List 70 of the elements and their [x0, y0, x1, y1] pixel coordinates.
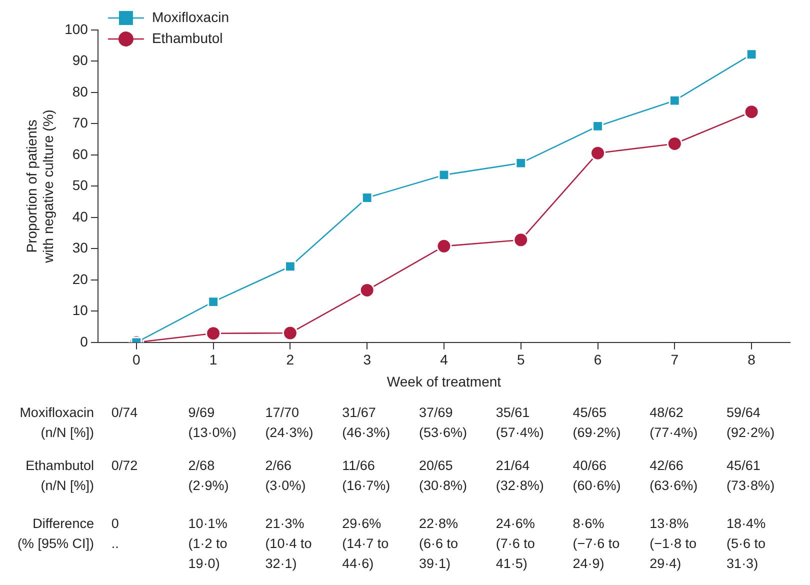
text: 9/69 (13·0%)	[188, 404, 238, 442]
text: 17/70 (24·3%)	[265, 404, 314, 442]
point	[436, 238, 452, 254]
point	[515, 157, 527, 169]
text: 0/74	[111, 404, 139, 422]
text: 2/66 (3·0%)	[265, 457, 307, 495]
text: Moxifloxacin (n/N [%])	[20, 404, 94, 442]
x-tick-label: 3	[363, 352, 372, 368]
point	[282, 325, 298, 341]
y-tick-label: 60	[72, 146, 88, 162]
text: 24·6% (7·6 to 41·5)	[496, 515, 536, 573]
y-tick-label: 50	[72, 177, 88, 194]
y-tick-label: 100	[64, 20, 88, 37]
x-tick-label: 6	[594, 352, 602, 368]
x-axis-title: Week of treatment	[386, 373, 502, 390]
x-tick-label: 1	[209, 352, 218, 368]
point	[361, 192, 373, 204]
point	[438, 169, 450, 181]
text: 20/65 (30·8%)	[418, 457, 468, 495]
text: Ethambutol (n/N [%])	[26, 457, 94, 495]
y-tick-label: 20	[72, 270, 88, 287]
point	[592, 120, 604, 132]
y-tick-label: 80	[72, 83, 88, 100]
text: 40/66 (60·6%)	[572, 457, 622, 495]
text: Difference (% [95% CI])	[17, 515, 94, 553]
y-tick-label: 10	[72, 302, 88, 318]
y-axis-title: Proportion of patients with negative culture (%)	[23, 110, 56, 264]
x-tick-label: 5	[516, 352, 525, 368]
y-tick-label: 70	[72, 114, 88, 131]
point	[744, 104, 760, 120]
text: 31/67 (46·3%)	[342, 404, 392, 442]
text: 2/68 (2·9%)	[188, 457, 230, 495]
text: 29·6% (14·7 to 44·6)	[342, 515, 390, 573]
text: 21/64 (32·8%)	[496, 457, 545, 495]
point	[206, 326, 222, 342]
text: 0 ..	[111, 515, 120, 553]
text: 48/62 (77·4%)	[650, 404, 699, 442]
y-tick-label: 40	[72, 208, 88, 224]
y-tick-label: 0	[80, 333, 88, 350]
text: 45/65 (69·2%)	[572, 404, 622, 442]
point	[359, 282, 375, 298]
text: 35/61 (57·4%)	[496, 404, 545, 442]
text: 42/66 (63·6%)	[650, 457, 699, 495]
text: 8·6% (−7·6 to 24·9)	[572, 515, 621, 573]
x-tick-label: 2	[286, 352, 294, 368]
text: 13·8% (−1·8 to 29·4)	[650, 515, 698, 573]
text: 10·1% (1·2 to 19·0)	[188, 515, 228, 573]
text: 45/61 (73·8%)	[726, 457, 776, 495]
text: 59/64 (92·2%)	[726, 404, 776, 442]
x-tick-label: 0	[132, 352, 141, 368]
point	[513, 232, 529, 248]
x-tick-label: 7	[670, 352, 679, 368]
text: 37/69 (53·6%)	[418, 404, 468, 442]
text: 21·3% (10·4 to 32·1)	[265, 515, 313, 573]
point	[208, 296, 219, 308]
text: 18·4% (5·6 to 31·3)	[726, 515, 767, 573]
point	[746, 48, 758, 60]
point	[590, 145, 606, 161]
point	[284, 260, 296, 272]
point	[668, 94, 680, 106]
y-tick-label: 30	[72, 240, 88, 256]
text: 22·8% (6·6 to 39·1)	[418, 515, 459, 573]
x-tick-label: 8	[748, 352, 756, 368]
text: 11/66 (16·7%)	[342, 457, 392, 495]
y-tick-label: 90	[72, 52, 88, 68]
text: 0/72	[111, 457, 139, 475]
legend-label: Ethambutol	[152, 30, 223, 46]
x-tick-label: 4	[440, 352, 448, 368]
point	[666, 136, 682, 152]
legend-label: Moxifloxacin	[152, 8, 229, 25]
